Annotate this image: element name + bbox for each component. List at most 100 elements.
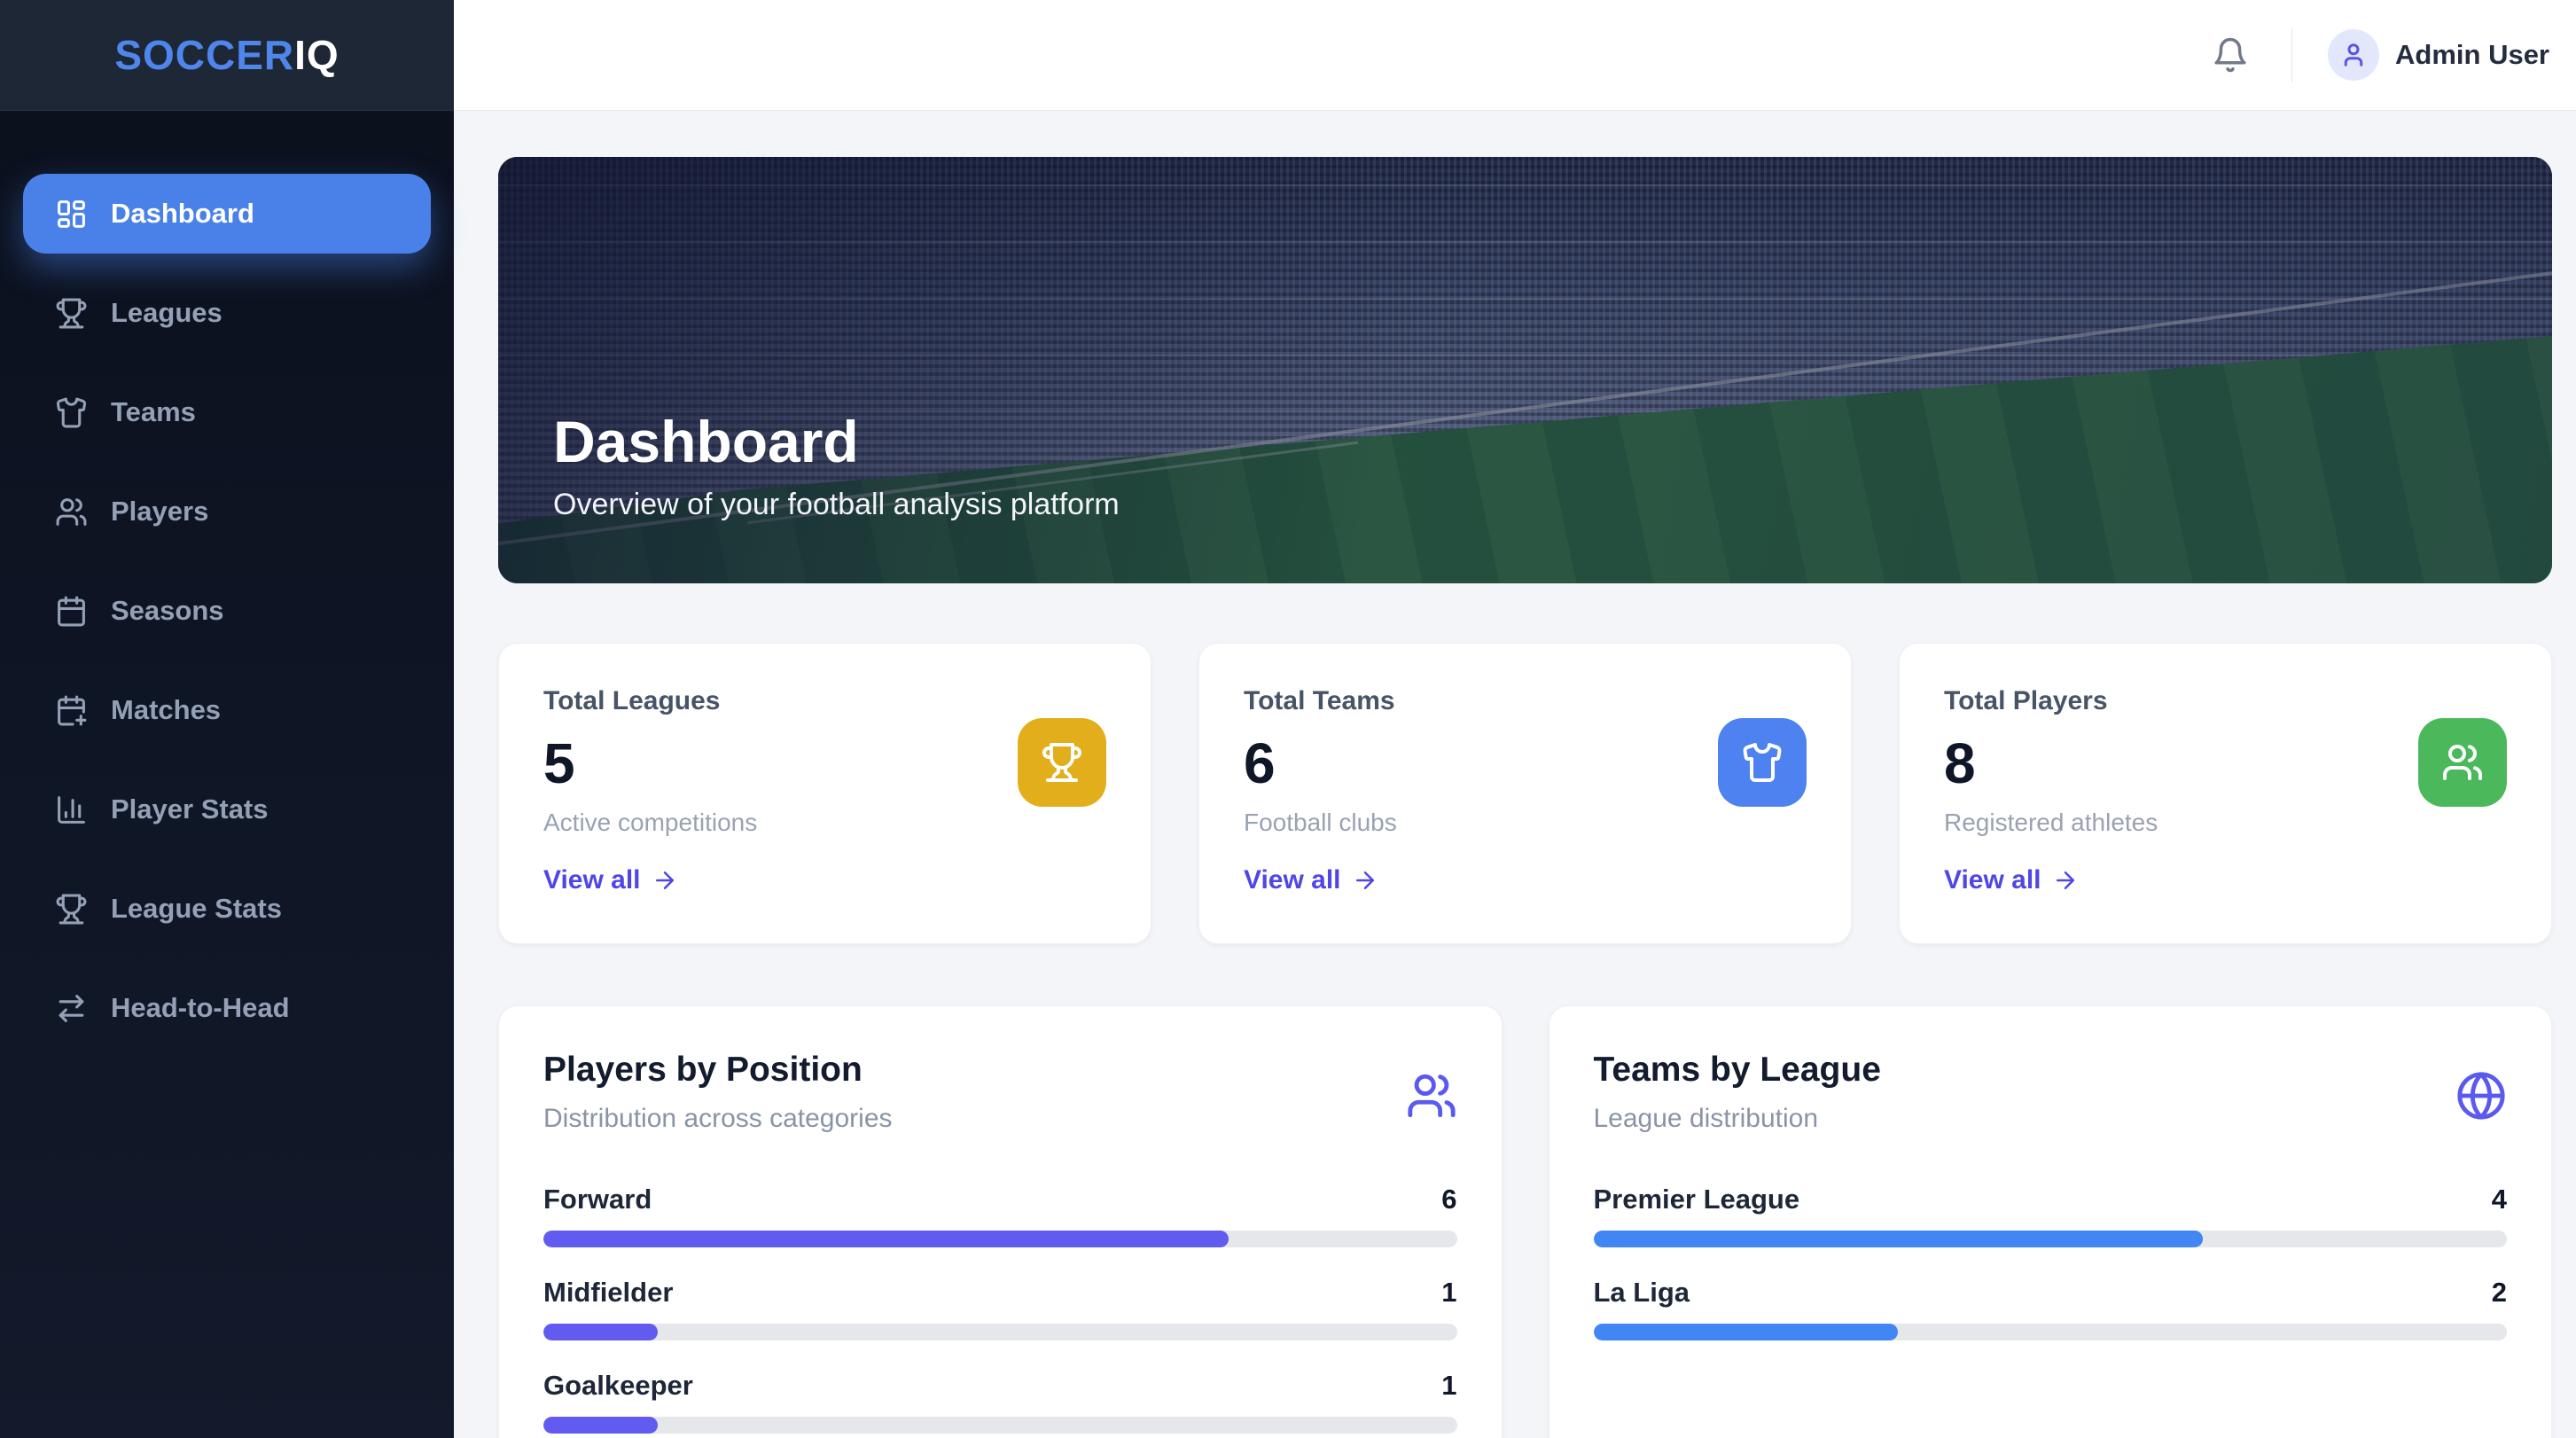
brand-primary: SOCCER [114, 32, 295, 78]
sidebar-item-label: Dashboard [111, 198, 254, 229]
stat-card-sublabel: Registered athletes [1944, 809, 2158, 836]
bar-row-goalkeeper: Goalkeeper 1 [543, 1370, 1457, 1434]
view-all-label: View all [543, 865, 641, 895]
stat-card-value: 5 [543, 731, 575, 795]
progress-track [543, 1324, 1457, 1340]
calendar-plus-icon [55, 694, 88, 727]
sidebar-item-label: Player Stats [111, 793, 269, 825]
progress-track [1593, 1324, 2507, 1340]
hero-banner: Dashboard Overview of your football anal… [498, 157, 2552, 583]
stat-card-sublabel: Football clubs [1244, 809, 1397, 836]
view-all-link[interactable]: View all [1244, 865, 1807, 895]
bar-label: La Liga [1593, 1277, 1690, 1308]
sidebar-item-label: Matches [111, 694, 222, 725]
bar-row-forward: Forward 6 [543, 1184, 1457, 1247]
topbar: Admin User [454, 0, 2576, 111]
sidebar-item-seasons[interactable]: Seasons [23, 571, 431, 651]
topbar-divider [2291, 27, 2293, 82]
shirt-icon [1718, 718, 1807, 807]
sidebar-item-label: League Stats [111, 893, 282, 924]
bar-label: Premier League [1593, 1184, 1800, 1215]
panel-subtitle: League distribution [1593, 1104, 1819, 1133]
sidebar-item-leagues[interactable]: Leagues [23, 273, 431, 353]
sidebar-item-label: Leagues [111, 297, 222, 328]
sidebar-logo: SOCCERIQ [0, 0, 454, 111]
progress-fill [543, 1324, 658, 1340]
bar-label: Goalkeeper [543, 1370, 693, 1401]
progress-fill [1593, 1324, 1898, 1340]
main-content: Dashboard Overview of your football anal… [454, 111, 2576, 1438]
panel-title: Teams by League [1593, 1051, 1881, 1089]
progress-fill [543, 1417, 658, 1434]
sidebar-item-player-stats[interactable]: Player Stats [23, 770, 431, 849]
globe-icon [2455, 1070, 2507, 1121]
bar-value: 1 [1441, 1277, 1457, 1308]
bar-row-premier-league: Premier League 4 [1593, 1184, 2507, 1247]
arrow-right-icon [1352, 867, 1378, 894]
bar-value: 4 [2491, 1184, 2507, 1215]
progress-fill [543, 1231, 1229, 1247]
stat-card-value: 6 [1244, 731, 1276, 795]
bar-chart-icon [55, 793, 88, 826]
bar-row-midfielder: Midfielder 1 [543, 1277, 1457, 1340]
sidebar-item-label: Teams [111, 396, 196, 427]
panel-teams-by-league: Teams by League League distribution Prem… [1548, 1005, 2552, 1438]
panel-title: Players by Position [543, 1051, 863, 1089]
bar-value: 6 [1441, 1184, 1457, 1215]
sidebar: SOCCERIQ Dashboard Leagues Teams Players… [0, 0, 454, 1438]
trophy-icon [1018, 718, 1106, 807]
bar-list: Forward 6 Midfielder 1 Goalkeeper 1 [543, 1184, 1457, 1434]
hero-text: Dashboard Overview of your football anal… [553, 408, 1120, 522]
bar-list: Premier League 4 La Liga 2 [1593, 1184, 2507, 1340]
sidebar-item-teams[interactable]: Teams [23, 372, 431, 452]
calendar-icon [55, 595, 88, 628]
sidebar-item-label: Players [111, 496, 209, 527]
view-all-link[interactable]: View all [543, 865, 1106, 895]
dashboard-grid-icon [55, 198, 88, 231]
bar-row-la-liga: La Liga 2 [1593, 1277, 2507, 1340]
arrow-right-icon [652, 867, 678, 894]
avatar[interactable] [2328, 29, 2380, 81]
stat-cards-row: Total Leagues 5 Active competitions View… [498, 643, 2552, 944]
progress-track [543, 1231, 1457, 1247]
users-icon [55, 496, 88, 528]
bar-label: Forward [543, 1184, 652, 1215]
bar-value: 2 [2491, 1277, 2507, 1308]
panel-subtitle: Distribution across categories [543, 1104, 893, 1133]
panels-row: Players by Position Distribution across … [498, 1005, 2552, 1438]
sidebar-item-label: Seasons [111, 595, 224, 626]
progress-track [1593, 1231, 2507, 1247]
sidebar-item-players[interactable]: Players [23, 472, 431, 551]
bar-value: 1 [1441, 1370, 1457, 1401]
stat-card-value: 8 [1944, 731, 1976, 795]
user-name: Admin User [2395, 39, 2549, 70]
progress-track [543, 1417, 1457, 1434]
stat-card-total-leagues: Total Leagues 5 Active competitions View… [498, 643, 1151, 944]
view-all-label: View all [1944, 865, 2041, 895]
brand-logo: SOCCERIQ [114, 31, 339, 79]
hero-overlay [498, 157, 2552, 583]
notifications-bell-icon[interactable] [2212, 36, 2249, 74]
brand-secondary: IQ [294, 32, 340, 78]
sidebar-nav: Dashboard Leagues Teams Players Seasons … [0, 111, 454, 1048]
view-all-link[interactable]: View all [1944, 865, 2507, 895]
users-icon [1406, 1070, 1457, 1121]
sidebar-item-league-stats[interactable]: League Stats [23, 869, 431, 949]
trophy-icon [55, 893, 88, 926]
stat-card-label: Total Players [1944, 686, 2108, 715]
sidebar-item-label: Head-to-Head [111, 992, 290, 1023]
swap-arrows-icon [55, 992, 88, 1025]
panel-players-by-position: Players by Position Distribution across … [498, 1005, 1503, 1438]
trophy-icon [55, 297, 88, 330]
stat-card-label: Total Teams [1244, 686, 1395, 715]
sidebar-item-matches[interactable]: Matches [23, 670, 431, 750]
view-all-label: View all [1244, 865, 1341, 895]
arrow-right-icon [2052, 867, 2079, 894]
sidebar-item-dashboard[interactable]: Dashboard [23, 174, 431, 254]
stat-card-sublabel: Active competitions [543, 809, 758, 836]
stat-card-total-players: Total Players 8 Registered athletes View… [1899, 643, 2552, 944]
bar-label: Midfielder [543, 1277, 674, 1308]
page-subtitle: Overview of your football analysis platf… [553, 488, 1120, 521]
sidebar-item-head-to-head[interactable]: Head-to-Head [23, 968, 431, 1048]
users-icon [2418, 718, 2507, 807]
